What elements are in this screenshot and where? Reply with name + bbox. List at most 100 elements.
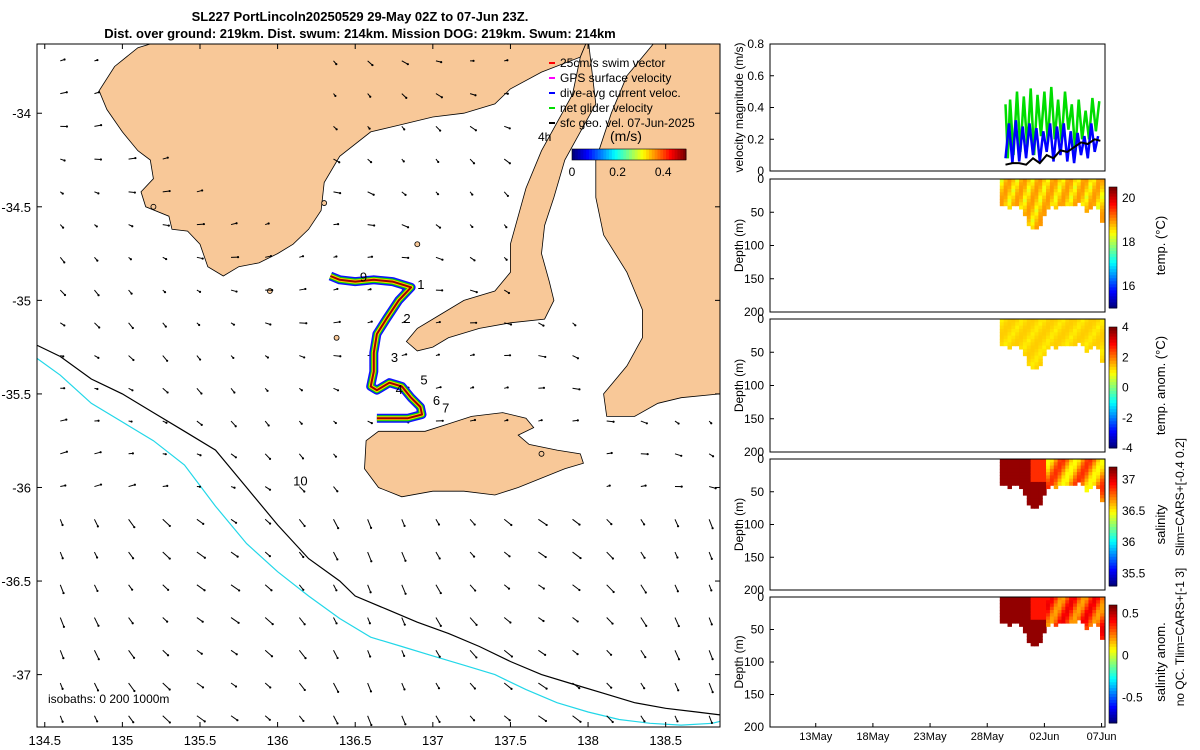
colorbar-cell <box>1109 211 1117 215</box>
colorbar-tick-label: 35.5 <box>1122 566 1146 580</box>
section-cell <box>1076 182 1082 187</box>
section-cell <box>1038 613 1043 618</box>
section-cell <box>1003 475 1009 480</box>
day-label: 4 <box>396 382 403 397</box>
section-cell <box>1076 475 1082 480</box>
section-cell <box>1034 182 1039 187</box>
section-cell <box>1084 332 1090 337</box>
colorbar-cell <box>1109 384 1117 388</box>
section-cell <box>1046 345 1051 350</box>
section-cell <box>1076 185 1082 190</box>
section-cell <box>1088 338 1093 343</box>
vector-arrow <box>93 650 100 660</box>
section-cell <box>1019 185 1024 190</box>
section-cell <box>1030 462 1036 467</box>
section-cell <box>1073 619 1078 624</box>
map-x-tick-label: 138.5 <box>649 733 682 748</box>
vector-arrow <box>94 484 102 488</box>
section-cell <box>1100 626 1105 631</box>
section-cell <box>1100 462 1105 467</box>
section-cell <box>1034 603 1039 608</box>
series-line <box>1005 138 1101 166</box>
section-cell <box>1092 459 1097 463</box>
colorbar-cell <box>1109 292 1117 297</box>
section-cell <box>1061 475 1066 480</box>
section-cell <box>1053 345 1059 350</box>
section-cell <box>1030 208 1036 213</box>
section-cell <box>1061 459 1066 463</box>
section-cell <box>1076 465 1082 470</box>
section-cell <box>1049 342 1055 347</box>
isobath-200m <box>37 344 720 716</box>
section-cell <box>1030 212 1036 217</box>
colorbar-cell <box>1109 366 1117 370</box>
vector-arrow-head <box>96 525 99 528</box>
section-cell <box>1080 465 1086 470</box>
section-cell <box>1057 468 1063 473</box>
vector-arrow <box>230 551 238 558</box>
vector-arrow-head <box>506 59 509 62</box>
vector-arrow-head <box>336 722 339 725</box>
section-cell <box>1042 342 1047 347</box>
section-cell <box>1069 475 1074 480</box>
section-cell <box>1026 335 1032 340</box>
section-cell <box>999 179 1005 183</box>
vector-arrow <box>435 93 443 98</box>
section-cell <box>1011 185 1016 190</box>
colorbar-cell <box>1109 327 1117 331</box>
y-tick-label: 0 <box>757 312 764 326</box>
section-cell <box>1084 459 1090 463</box>
colorbar-cell <box>591 149 596 160</box>
section-cell <box>1080 610 1086 614</box>
section-cell <box>1046 459 1051 463</box>
section-cell <box>1030 478 1036 483</box>
vector-arrow-head <box>643 523 646 526</box>
vector-arrow-head <box>472 162 476 165</box>
section-cell <box>1046 205 1051 210</box>
colorbar-cell <box>1109 280 1117 285</box>
day-label: 10 <box>293 474 307 489</box>
colorbar-cell <box>1109 441 1117 446</box>
section-cell <box>1030 182 1036 187</box>
section-cell <box>1096 619 1101 624</box>
small-island <box>333 334 340 341</box>
vector-arrow-head <box>64 484 67 487</box>
section-cell <box>1034 610 1039 614</box>
vector-arrow-head <box>201 686 205 689</box>
vector-arrow <box>333 191 341 194</box>
vector-arrow <box>196 617 203 623</box>
section-cell <box>1073 325 1078 330</box>
section-cell <box>1007 185 1012 190</box>
section-cell <box>1092 325 1097 330</box>
section-cell <box>1065 603 1070 608</box>
vector-arrow <box>708 650 714 660</box>
vector-arrow <box>503 551 510 557</box>
section-cell <box>1046 481 1051 486</box>
section-cell <box>1046 475 1051 480</box>
colorbar-frame <box>1108 466 1118 587</box>
section-cell <box>1034 342 1039 347</box>
section-cell <box>1049 462 1055 467</box>
section-cell <box>1015 619 1020 624</box>
section-cell <box>999 188 1005 193</box>
section-cell <box>1092 465 1097 470</box>
section-cell <box>1034 636 1039 640</box>
section-cell <box>1026 613 1032 618</box>
colorbar-cell <box>1109 684 1117 689</box>
section-cell <box>1096 185 1101 190</box>
section-cell <box>1053 485 1059 490</box>
section-cell <box>1011 332 1016 337</box>
section-cell <box>1003 185 1009 190</box>
section-cell <box>1053 195 1059 200</box>
section-cell <box>1019 606 1024 611</box>
day-label: 7 <box>442 401 449 416</box>
section-cell <box>1088 613 1093 618</box>
vector-arrow-head <box>65 91 68 94</box>
section-cell <box>1073 182 1078 187</box>
colorbar-cell <box>1109 435 1117 440</box>
section-cell <box>1065 195 1070 200</box>
section-cell <box>1049 328 1055 333</box>
section-cell <box>1088 600 1093 605</box>
section-cell <box>1046 616 1051 621</box>
